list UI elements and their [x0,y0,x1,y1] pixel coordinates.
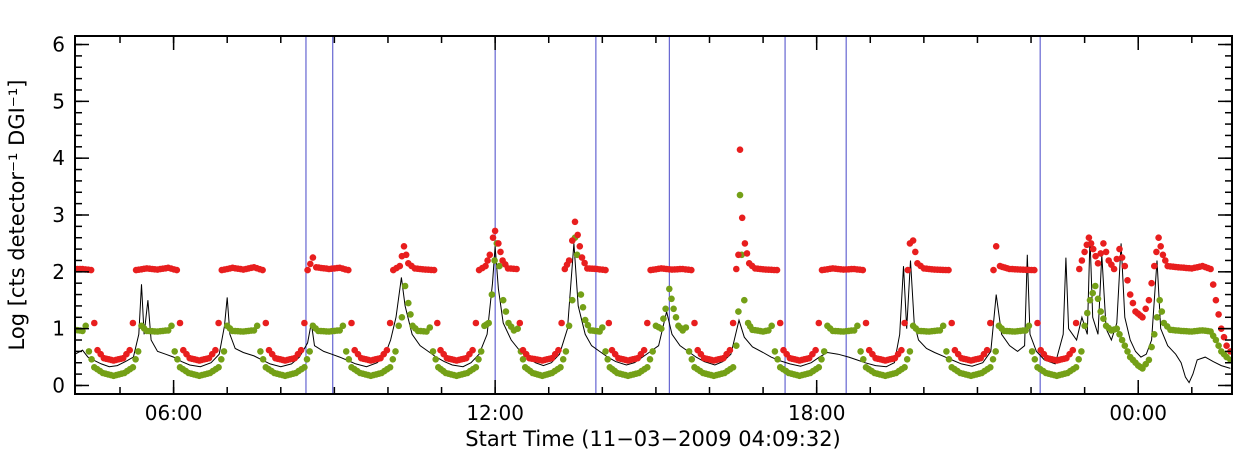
axis-tick-labels: 06:00 12:00 18:00 00:00 0 1 2 3 4 5 6 [52,33,1167,425]
x-axis-label: Start Time (11−03−2009 04:09:32) [465,427,841,451]
plot-data-layer [75,36,1232,394]
x-tick-label: 00:00 [1109,401,1167,425]
y-tick-label: 1 [52,317,65,341]
y-axis-label: Log [cts detector⁻¹ DGI⁻¹] [5,80,29,351]
y-tick-label: 5 [52,89,65,113]
x-tick-label: 12:00 [466,401,524,425]
detector-rate-green [75,191,1232,380]
y-tick-label: 4 [52,146,65,170]
x-tick-label: 18:00 [788,401,846,425]
y-tick-label: 2 [52,260,65,284]
plot-frame [74,35,1233,395]
y-tick-label: 6 [52,33,65,57]
axis-ticks [75,36,1232,394]
detector-rate-red [75,146,1232,364]
y-tick-label: 0 [52,373,65,397]
x-tick-label: 06:00 [145,401,203,425]
y-tick-label: 3 [52,203,65,227]
